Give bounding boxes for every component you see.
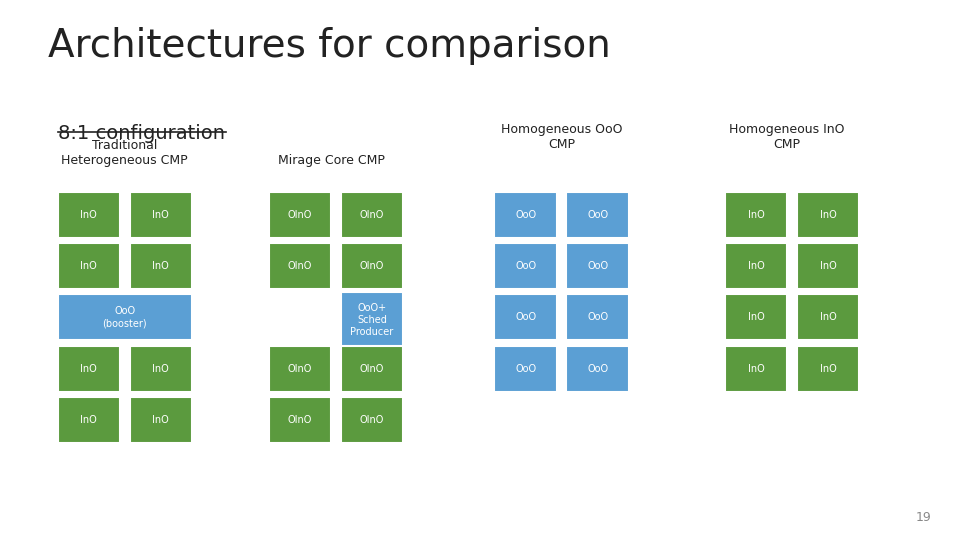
Text: Homogeneous InO
CMP: Homogeneous InO CMP	[730, 123, 845, 151]
Text: InO: InO	[748, 363, 764, 374]
FancyBboxPatch shape	[341, 243, 403, 289]
FancyBboxPatch shape	[494, 294, 557, 340]
Text: 19: 19	[916, 511, 931, 524]
FancyBboxPatch shape	[797, 192, 859, 238]
Text: InO: InO	[748, 210, 764, 220]
FancyBboxPatch shape	[566, 192, 629, 238]
Text: OoO
(booster): OoO (booster)	[103, 306, 147, 328]
FancyBboxPatch shape	[58, 346, 120, 392]
Text: InO: InO	[153, 261, 169, 271]
Text: OoO: OoO	[515, 261, 537, 271]
Text: OoO: OoO	[587, 312, 609, 322]
FancyBboxPatch shape	[58, 192, 120, 238]
FancyBboxPatch shape	[494, 243, 557, 289]
FancyBboxPatch shape	[341, 192, 403, 238]
Text: InO: InO	[820, 363, 836, 374]
Text: OoO: OoO	[587, 261, 609, 271]
Text: InO: InO	[748, 261, 764, 271]
FancyBboxPatch shape	[341, 292, 403, 348]
Text: InO: InO	[820, 261, 836, 271]
FancyBboxPatch shape	[566, 294, 629, 340]
FancyBboxPatch shape	[269, 346, 331, 392]
Text: InO: InO	[748, 312, 764, 322]
FancyBboxPatch shape	[130, 243, 192, 289]
FancyBboxPatch shape	[797, 346, 859, 392]
Text: OoO: OoO	[587, 363, 609, 374]
Text: InO: InO	[820, 210, 836, 220]
Text: InO: InO	[153, 210, 169, 220]
FancyBboxPatch shape	[341, 397, 403, 443]
Text: OoO: OoO	[515, 363, 537, 374]
Text: InO: InO	[153, 415, 169, 425]
FancyBboxPatch shape	[269, 397, 331, 443]
FancyBboxPatch shape	[494, 346, 557, 392]
Text: OInO: OInO	[360, 415, 384, 425]
FancyBboxPatch shape	[269, 243, 331, 289]
FancyBboxPatch shape	[725, 346, 787, 392]
Text: Architectures for comparison: Architectures for comparison	[48, 27, 611, 65]
Text: OInO: OInO	[360, 210, 384, 220]
Text: OInO: OInO	[288, 415, 312, 425]
FancyBboxPatch shape	[725, 192, 787, 238]
FancyBboxPatch shape	[494, 192, 557, 238]
Text: OInO: OInO	[360, 363, 384, 374]
Text: OoO: OoO	[515, 312, 537, 322]
Text: OoO+
Sched
Producer: OoO+ Sched Producer	[350, 303, 394, 336]
FancyBboxPatch shape	[341, 346, 403, 392]
FancyBboxPatch shape	[725, 243, 787, 289]
Text: OInO: OInO	[360, 261, 384, 271]
Text: OoO: OoO	[587, 210, 609, 220]
Text: InO: InO	[820, 312, 836, 322]
FancyBboxPatch shape	[58, 294, 192, 340]
FancyBboxPatch shape	[58, 397, 120, 443]
Text: Traditional
Heterogeneous CMP: Traditional Heterogeneous CMP	[61, 139, 188, 167]
FancyBboxPatch shape	[797, 243, 859, 289]
FancyBboxPatch shape	[130, 192, 192, 238]
FancyBboxPatch shape	[797, 294, 859, 340]
Text: InO: InO	[81, 363, 97, 374]
FancyBboxPatch shape	[566, 346, 629, 392]
FancyBboxPatch shape	[566, 243, 629, 289]
FancyBboxPatch shape	[130, 397, 192, 443]
Text: Mirage Core CMP: Mirage Core CMP	[277, 154, 385, 167]
Text: OoO: OoO	[515, 210, 537, 220]
FancyBboxPatch shape	[130, 346, 192, 392]
FancyBboxPatch shape	[269, 192, 331, 238]
Text: InO: InO	[81, 261, 97, 271]
Text: 8:1 configuration: 8:1 configuration	[58, 124, 225, 143]
Text: OInO: OInO	[288, 363, 312, 374]
Text: OInO: OInO	[288, 210, 312, 220]
Text: OInO: OInO	[288, 261, 312, 271]
Text: InO: InO	[81, 415, 97, 425]
FancyBboxPatch shape	[725, 294, 787, 340]
Text: Homogeneous OoO
CMP: Homogeneous OoO CMP	[501, 123, 622, 151]
FancyBboxPatch shape	[58, 243, 120, 289]
Text: InO: InO	[81, 210, 97, 220]
Text: InO: InO	[153, 363, 169, 374]
